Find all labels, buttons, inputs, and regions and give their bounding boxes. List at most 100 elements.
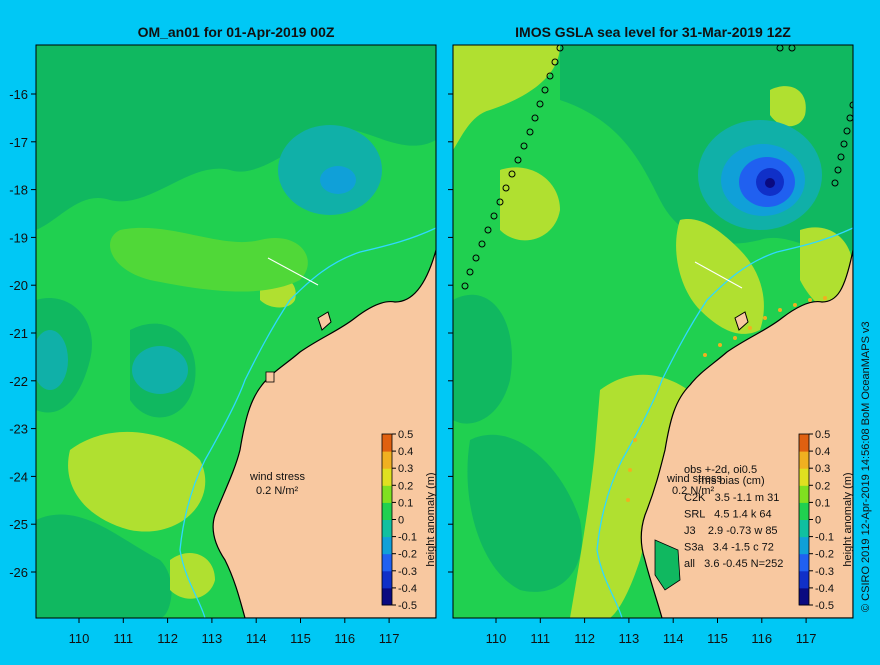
altimeter-track-east (776, 45, 853, 187)
x-tick-label: 110 (486, 631, 507, 646)
y-tick-label: -17 (9, 135, 28, 150)
colorbar-tick-label: 0.2 (398, 480, 413, 492)
right-yellow-patch (500, 167, 560, 241)
x-tick-label: 111 (113, 631, 133, 646)
y-tick-label: -21 (9, 326, 28, 341)
x-tick-label: 116 (334, 631, 355, 646)
colorbar-band (382, 451, 392, 469)
credit-text: © CSIRO 2019 12-Apr-2019 14:56:08 BoM Oc… (860, 321, 872, 612)
colorbar-tick-label: 0.3 (398, 463, 413, 475)
y-tick-label: -20 (9, 278, 28, 293)
left-shelf-contour (179, 227, 436, 618)
left-cyan-patch (36, 330, 68, 390)
left-frame (35, 44, 437, 619)
colorbar-band (382, 434, 392, 452)
left-yellow-patch (68, 431, 206, 532)
colorbar-band (382, 502, 392, 520)
colorbar-tick-label: 0 (815, 515, 821, 527)
y-tick-label: -16 (9, 87, 28, 102)
colorbar-band (382, 570, 392, 589)
x-tick-label: 113 (202, 631, 223, 646)
left-land (212, 249, 436, 618)
right-yellow-patch (453, 45, 560, 150)
stats-row: J3 2.9 -0.73 w 85 (684, 525, 778, 537)
y-tick-label: -26 (9, 565, 28, 580)
colorbar-band (799, 519, 809, 538)
colorbar-tick-label: -0.3 (815, 566, 834, 578)
stats-row: all 3.6 -0.45 N=252 (684, 558, 783, 570)
colorbar-label: height anomaly (m) (842, 472, 854, 566)
x-tick-label: 116 (751, 631, 772, 646)
colorbar-band (799, 451, 809, 469)
right-wind-stress-ref (694, 261, 743, 289)
right-island (734, 311, 749, 331)
colorbar-band (799, 485, 809, 503)
left-wind-stress-ref (267, 257, 319, 286)
x-tick-label: 115 (290, 631, 311, 646)
axes-layer: 110 111 112 113 114 115 116 117 110 111 112 113 114 1… (9, 87, 816, 646)
colorbar-band (799, 536, 809, 555)
left-sea-band (36, 514, 172, 618)
y-tick-label: -22 (9, 374, 28, 389)
x-tick-label: 117 (796, 631, 817, 646)
left-panel-title: OM_an01 for 01-Apr-2019 00Z (138, 24, 335, 40)
left-sea-band (36, 45, 436, 230)
right-shelf-contour (596, 227, 853, 618)
colorbar-band (799, 570, 809, 589)
colorbar-left: 0.5 0.4 0.3 0.2 0.1 0 -0.1 -0.2 -0.3 -0.4 -0.5 heig… (381, 429, 437, 612)
left-island (317, 311, 332, 331)
right-yellow-patch (676, 219, 764, 334)
colorbar-band (382, 468, 392, 486)
colorbar-tick-label: 0.4 (398, 446, 413, 458)
colorbar-tick-label: -0.3 (398, 566, 417, 578)
colorbar-band (799, 553, 809, 572)
right-frame (452, 44, 854, 619)
colorbar-band (382, 485, 392, 503)
colorbar-band (382, 587, 392, 606)
colorbar-tick-label: -0.1 (398, 532, 417, 544)
colorbar-tick-label: 0.5 (398, 429, 413, 441)
left-yellow-patch (170, 552, 215, 599)
right-sea-band (467, 434, 582, 592)
right-sea-band (453, 294, 512, 424)
x-tick-label: 111 (530, 631, 550, 646)
left-eddy-inner (320, 166, 356, 194)
colorbar-tick-label: -0.4 (398, 583, 417, 595)
y-tick-label: -25 (9, 517, 28, 532)
stats-row: S3a 3.4 -1.5 c 72 (684, 542, 774, 554)
stats-row: SRL 4.5 1.4 k 64 (684, 509, 772, 521)
colorbar-band (799, 434, 809, 452)
left-island-small (265, 371, 275, 383)
colorbar-band (382, 553, 392, 572)
x-tick-label: 112 (157, 631, 178, 646)
x-tick-label: 117 (379, 631, 400, 646)
colorbar-label: height anomaly (m) (425, 472, 437, 566)
colorbar-tick-label: 0.5 (815, 429, 830, 441)
x-tick-label: 115 (707, 631, 728, 646)
colorbar-tick-label: 0.4 (815, 446, 830, 458)
colorbar-tick-label: 0 (398, 515, 404, 527)
left-green-light (110, 227, 308, 292)
colorbar-band (799, 468, 809, 486)
colorbar-tick-label: 0.1 (398, 497, 413, 509)
right-green-inlet (654, 539, 681, 591)
colorbar-tick-label: -0.2 (398, 549, 417, 561)
stats-table: C2K 3.5 -1.1 m 31 SRL 4.5 1.4 k 64 J3 2.9 … (684, 492, 783, 570)
colorbar-right: 0.5 0.4 0.3 0.2 0.1 0 -0.1 -0.2 -0.3 -0.4 -0.5 heig… (798, 429, 854, 612)
left-cyan-patch (132, 346, 188, 394)
right-stats-header-2: rms bias (cm) (698, 475, 765, 487)
right-eddy-center (765, 178, 775, 188)
right-yellow-patch (770, 86, 806, 127)
colorbar-tick-label: -0.2 (815, 549, 834, 561)
colorbar-tick-label: -0.5 (815, 600, 834, 612)
x-tick-label: 114 (663, 631, 684, 646)
colorbar-tick-label: -0.1 (815, 532, 834, 544)
colorbar-band (799, 502, 809, 520)
y-tick-label: -24 (9, 469, 28, 484)
left-wind-label-1: wind stress (249, 471, 306, 483)
x-tick-label: 110 (69, 631, 90, 646)
left-map (36, 45, 436, 618)
altimeter-track-coastal (626, 296, 827, 502)
stats-row: C2K 3.5 -1.1 m 31 (684, 492, 779, 504)
